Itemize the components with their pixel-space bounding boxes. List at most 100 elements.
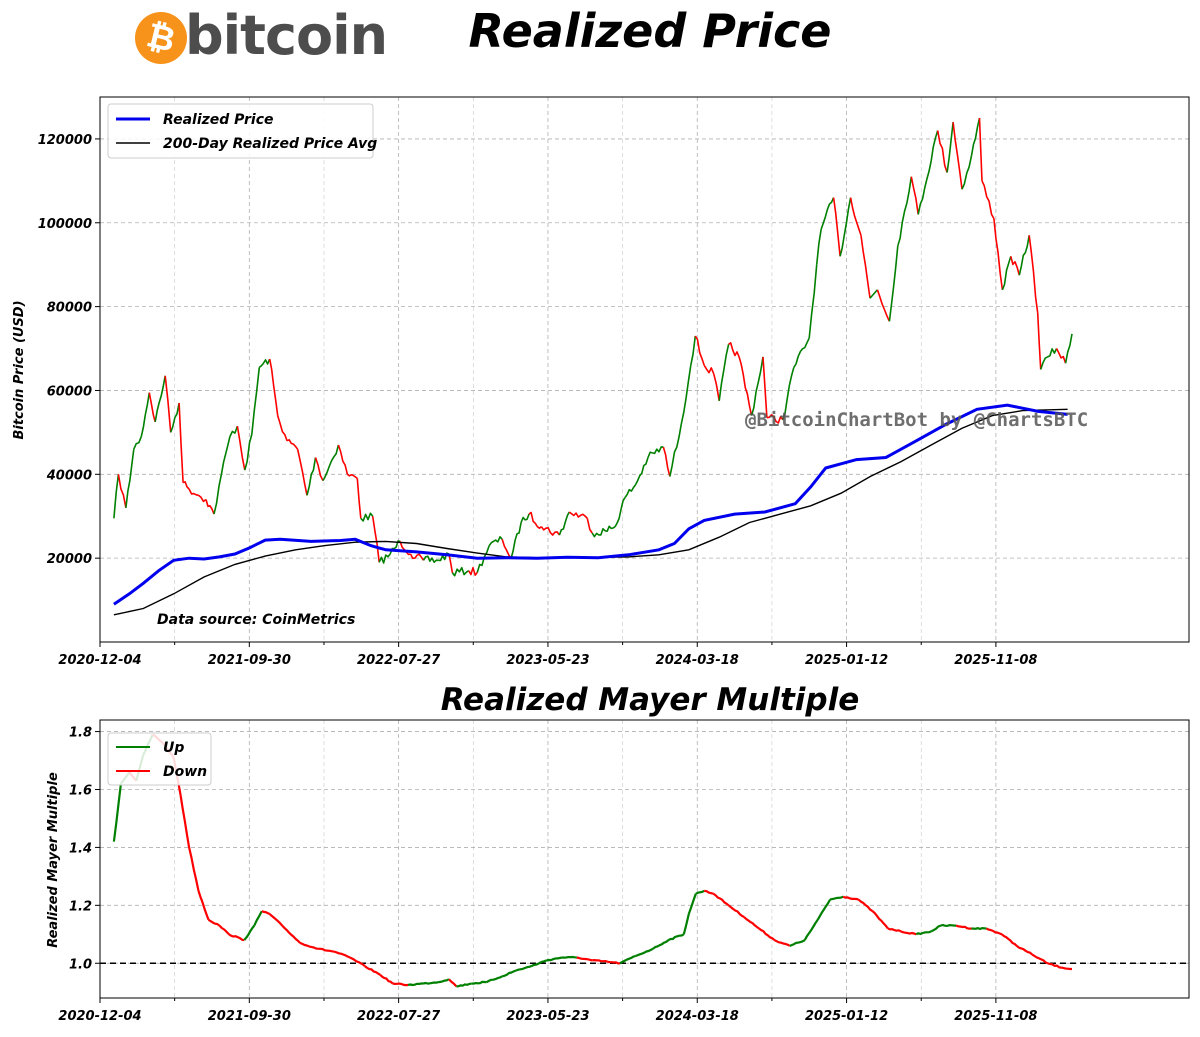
legend-label-up: Up — [163, 740, 184, 756]
mayer-segment — [695, 889, 705, 895]
price-segment — [268, 358, 279, 416]
price-segment — [762, 356, 768, 418]
bottom-legend: Up Down — [107, 732, 212, 786]
bottom-x-tick-label: 2022-07-27 — [357, 1009, 441, 1024]
mayer-segment — [789, 939, 806, 947]
mayer-segment — [1001, 933, 1018, 947]
price-segment — [488, 536, 503, 547]
mayer-segment — [299, 941, 319, 950]
price-segment — [1028, 235, 1039, 314]
price-segment — [860, 235, 871, 299]
price-segment — [520, 513, 530, 523]
price-segment — [970, 117, 981, 156]
price-segment — [815, 228, 822, 265]
price-segment — [690, 335, 697, 366]
mayer-segment — [423, 981, 439, 985]
price-segment — [276, 415, 288, 442]
price-segment — [322, 444, 340, 481]
price-segment — [346, 473, 358, 480]
price-segment — [1039, 356, 1048, 370]
realized-price-chart: 2020-12-04 2021-09-30 2022-07-27 2023-05-23… — [12, 96, 1190, 668]
mayer-segment — [197, 890, 210, 921]
price-segment — [164, 375, 172, 433]
price-segment — [961, 155, 973, 190]
price-segment — [1047, 348, 1058, 358]
mayer-segment — [576, 956, 593, 962]
price-segment — [605, 525, 616, 532]
top-y-tick-label: 60000 — [47, 384, 92, 399]
price-segment — [205, 499, 215, 515]
top-legend: Realized Price 200-Day Realized Price Av… — [107, 103, 377, 159]
price-segment — [409, 553, 425, 561]
top-grid — [99, 97, 1189, 642]
mayer-segment — [592, 959, 609, 963]
mayer-segment — [930, 924, 942, 933]
mayer-segment — [816, 898, 832, 921]
mayer-segment — [179, 795, 191, 848]
bottom-x-tick-label: 2025-11-08 — [954, 1009, 1037, 1024]
price-segment — [182, 481, 190, 490]
mayer-segment — [253, 910, 263, 927]
mayer-segment — [829, 895, 844, 901]
price-segment — [286, 439, 299, 450]
price-segment — [558, 511, 571, 536]
price-segment — [869, 289, 878, 299]
top-legend-box — [107, 103, 374, 159]
price-segment — [910, 176, 919, 215]
bottom-plot-area — [100, 733, 1189, 988]
mayer-segment — [456, 982, 472, 988]
price-segment — [568, 511, 588, 519]
price-segment — [624, 484, 637, 498]
price-segment — [703, 364, 715, 375]
price-segment — [728, 342, 740, 358]
bottom-axes: 2020-12-04 2021-09-30 2022-07-27 2023-05-23… — [58, 726, 1037, 1024]
price-segment — [586, 518, 593, 534]
bottom-x-tick-label: 2025-01-12 — [805, 1009, 888, 1024]
mayer-segment — [281, 924, 301, 944]
mayer-segment — [955, 924, 972, 930]
price-segment — [897, 176, 913, 247]
price-segment — [198, 494, 207, 503]
mayer-segment — [1016, 945, 1033, 956]
price-segment — [820, 197, 835, 230]
price-segment — [528, 511, 542, 529]
price-segment — [314, 457, 324, 481]
price-segment — [1064, 333, 1073, 364]
bottom-y-tick-label: 1.0 — [69, 957, 92, 972]
price-segment — [337, 444, 349, 475]
mayer-segment — [392, 982, 409, 987]
price-segment — [978, 117, 983, 181]
mayer-segment — [188, 847, 200, 892]
top-plot-area — [113, 117, 1073, 616]
price-segment — [766, 414, 784, 424]
price-segment — [1001, 256, 1012, 291]
price-segment — [510, 522, 522, 559]
mayer-segment — [743, 916, 760, 930]
price-segment — [125, 449, 135, 508]
price-segment — [808, 264, 818, 339]
mayer-segment — [635, 947, 654, 958]
top-y-tick-label: 80000 — [47, 301, 92, 316]
mayer-segment — [704, 889, 714, 895]
bottom-y-tick-label: 1.4 — [69, 841, 92, 856]
price-segment — [1036, 312, 1042, 370]
mayer-segment — [243, 924, 256, 941]
price-segment — [540, 526, 561, 536]
price-segment — [501, 539, 512, 559]
price-segment — [140, 392, 151, 437]
mayer-segment — [803, 919, 819, 941]
mayer-segment — [687, 893, 697, 915]
top-y-tick-label: 100000 — [38, 217, 92, 232]
mayer-segment — [758, 927, 776, 941]
data-source-note: Data source: CoinMetrics — [157, 612, 355, 628]
mayer-segment — [915, 930, 932, 936]
price-segment — [113, 474, 120, 519]
price-segment — [251, 367, 261, 435]
price-segment — [712, 373, 720, 402]
price-segment — [952, 122, 963, 190]
price-segment — [981, 180, 995, 219]
mayer-segment — [607, 960, 621, 965]
price-segment — [356, 478, 362, 519]
mayer-segment — [318, 947, 335, 953]
mayer-segment — [349, 956, 366, 967]
